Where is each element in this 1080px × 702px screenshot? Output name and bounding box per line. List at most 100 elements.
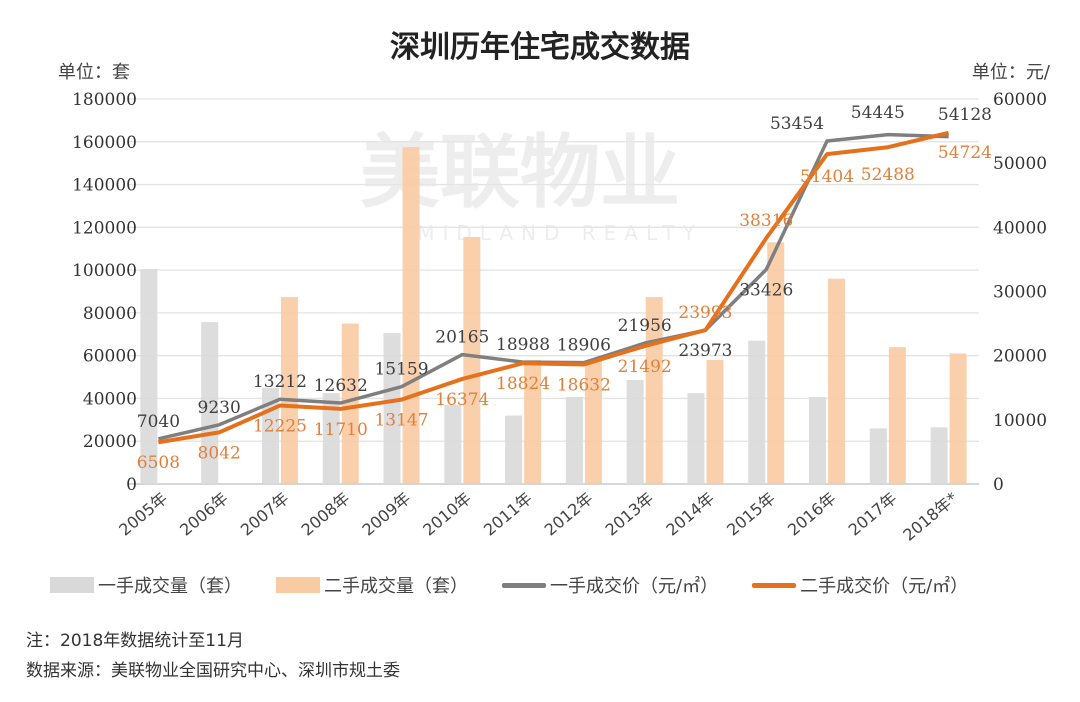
data-label-new-price: 20165 — [435, 328, 489, 348]
data-label-resale-price: 52488 — [861, 165, 915, 185]
category-label: 2006年 — [176, 489, 232, 540]
right-tick-label: 10000 — [993, 411, 1047, 431]
left-tick-label: 60000 — [83, 347, 137, 367]
category-label: 2012年 — [541, 489, 597, 540]
right-tick-label: 20000 — [993, 347, 1047, 367]
legend-label: 二手成交价（元/㎡） — [800, 576, 969, 597]
right-tick-label: 0 — [993, 475, 1004, 495]
left-tick-label: 120000 — [72, 218, 137, 238]
data-label-new-price: 18906 — [557, 336, 611, 356]
left-tick-label: 40000 — [83, 389, 137, 409]
legend-item-new-price: 一手成交价（元/㎡） — [502, 572, 718, 598]
legend-item-resale-price: 二手成交价（元/㎡） — [752, 572, 968, 598]
bar-resale-volume — [706, 359, 724, 484]
bar-new-volume — [869, 428, 887, 484]
category-label: 2009年 — [358, 489, 414, 540]
data-source: 数据来源：美联物业全国研究中心、深圳市规土委 — [26, 661, 400, 681]
right-tick-label: 40000 — [993, 218, 1047, 238]
legend-swatch — [752, 582, 797, 588]
category-label: 2017年 — [845, 489, 901, 540]
category-label: 2013年 — [602, 489, 658, 540]
bar-resale-volume — [280, 297, 298, 484]
data-label-new-price: 21956 — [618, 316, 672, 336]
bar-new-volume — [140, 269, 158, 484]
category-label: 2018年* — [899, 489, 961, 545]
bar-new-volume — [687, 393, 705, 484]
legend-swatch — [276, 577, 320, 593]
legend-item-resale-volume: 二手成交量（套） — [276, 572, 468, 598]
left-tick-label: 140000 — [72, 176, 137, 196]
data-label-resale-price: 11710 — [314, 420, 368, 440]
right-tick-label: 50000 — [993, 154, 1047, 174]
data-label-new-price: 54445 — [851, 103, 905, 123]
left-tick-label: 20000 — [83, 432, 137, 452]
left-tick-label: 160000 — [72, 133, 137, 153]
category-label: 2015年 — [723, 489, 779, 540]
data-label-new-price: 54128 — [938, 105, 992, 125]
data-label-resale-price: 8042 — [198, 443, 241, 463]
bar-resale-volume — [949, 353, 967, 484]
data-label-resale-price: 12225 — [253, 417, 307, 437]
data-label-new-price: 15159 — [374, 360, 428, 380]
legend-label: 一手成交量（套） — [98, 576, 242, 597]
legend-item-new-volume: 一手成交量（套） — [50, 572, 242, 598]
legend-label: 一手成交价（元/㎡） — [550, 576, 719, 597]
left-tick-label: 180000 — [72, 90, 137, 110]
bar-new-volume — [505, 415, 523, 484]
data-label-resale-price: 21492 — [618, 357, 672, 377]
bar-new-volume — [201, 322, 219, 484]
bar-new-volume — [383, 332, 401, 484]
bar-new-volume — [748, 340, 766, 484]
bar-new-volume — [626, 380, 644, 484]
data-label-resale-price: 6508 — [137, 453, 180, 473]
footnote: 注：2018年数据统计至11月 — [26, 631, 244, 651]
category-label: 2007年 — [237, 489, 293, 540]
category-label: 2014年 — [662, 489, 718, 540]
legend-swatch — [502, 582, 546, 588]
data-label-resale-price: 18632 — [557, 375, 611, 395]
left-tick-label: 100000 — [72, 261, 137, 281]
data-label-new-price: 33426 — [739, 281, 793, 301]
data-label-resale-price: 16374 — [435, 390, 489, 410]
bar-resale-volume — [524, 359, 542, 484]
bar-resale-volume — [341, 323, 359, 484]
bar-resale-volume — [888, 347, 906, 484]
bar-resale-volume — [584, 359, 602, 484]
data-label-new-price: 53454 — [770, 114, 824, 134]
category-label: 2008年 — [298, 489, 354, 540]
data-label-resale-price: 54724 — [938, 143, 992, 163]
data-label-resale-price: 13147 — [374, 411, 428, 431]
bar-new-volume — [444, 404, 462, 484]
left-tick-label: 80000 — [83, 304, 137, 324]
legend-swatch — [50, 577, 94, 593]
left-axis-unit: 单位：套 — [58, 62, 130, 83]
line-resale-price — [158, 130, 950, 445]
data-label-new-price: 13212 — [253, 372, 307, 392]
right-tick-label: 30000 — [993, 283, 1047, 303]
data-label-resale-price: 51404 — [800, 167, 854, 187]
bar-resale-volume — [463, 236, 481, 484]
category-label: 2005年 — [115, 489, 171, 540]
bar-new-volume — [930, 427, 948, 484]
category-label: 2016年 — [784, 489, 840, 540]
data-label-new-price: 9230 — [198, 398, 241, 418]
data-label-resale-price: 18824 — [496, 374, 550, 394]
legend-label: 二手成交量（套） — [324, 576, 468, 597]
data-label-new-price: 23973 — [678, 341, 732, 361]
bar-resale-volume — [767, 242, 785, 484]
right-axis-unit: 单位：元/ — [971, 62, 1050, 83]
chart-title: 深圳历年住宅成交数据 — [390, 30, 690, 65]
bar-resale-volume — [828, 278, 846, 484]
data-label-new-price: 12632 — [314, 376, 368, 396]
watermark-logo: MIDLAND REALTY — [417, 221, 703, 245]
bar-new-volume — [565, 396, 583, 484]
category-label: 2010年 — [419, 489, 475, 540]
bar-new-volume — [322, 393, 340, 484]
data-label-new-price: 18988 — [496, 335, 550, 355]
right-tick-label: 60000 — [993, 90, 1047, 110]
bar-resale-volume — [402, 147, 420, 484]
data-label-resale-price: 38316 — [739, 211, 793, 231]
left-tick-label: 0 — [126, 475, 137, 495]
bar-new-volume — [809, 396, 827, 484]
